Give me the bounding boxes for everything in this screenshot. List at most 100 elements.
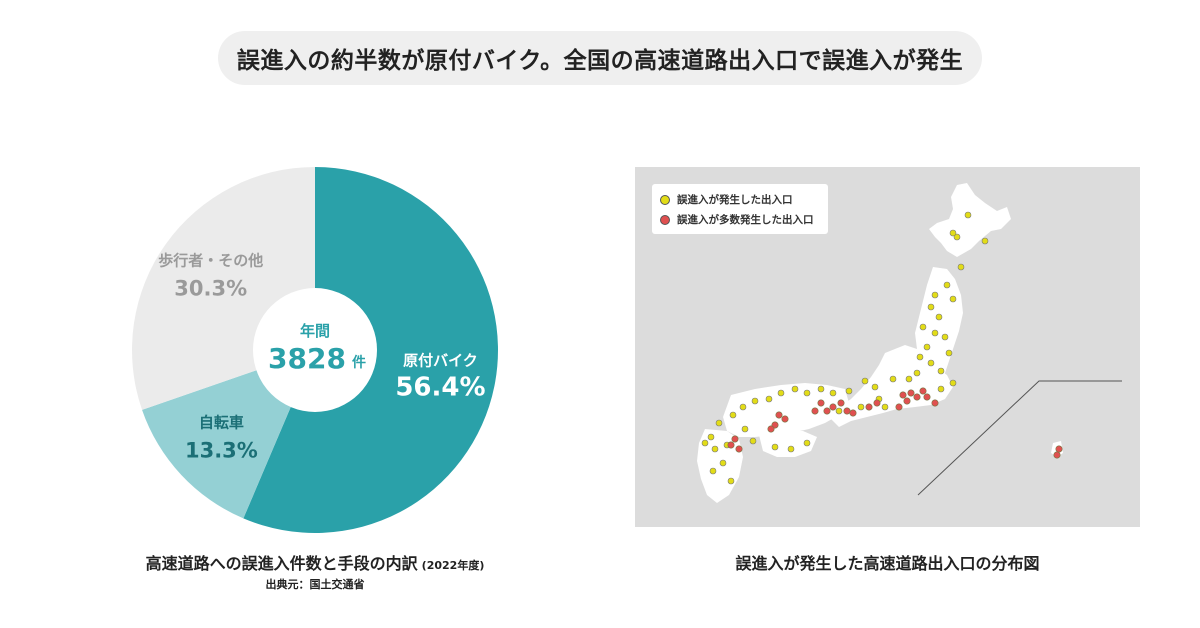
slice-name-label: 原付バイク bbox=[403, 352, 478, 370]
map-dot-yellow bbox=[949, 295, 957, 303]
map-dot-red bbox=[731, 435, 739, 443]
map-dot-red bbox=[931, 399, 939, 407]
map-dot-red bbox=[767, 425, 775, 433]
map-dot-yellow bbox=[771, 443, 779, 451]
map-caption: 誤進入が発生した高速道路出入口の分布図 bbox=[735, 554, 1040, 573]
honshu-west-shape bbox=[723, 383, 849, 437]
map-dot-red bbox=[843, 407, 851, 415]
map-dot-red bbox=[907, 389, 915, 397]
map-dot-red bbox=[913, 393, 921, 401]
headline: 誤進入の約半数が原付バイク。全国の高速道路出入口で誤進入が発生 bbox=[218, 31, 982, 85]
map-dot-yellow bbox=[857, 403, 865, 411]
map-dot-red bbox=[775, 411, 783, 419]
map-dot-red bbox=[727, 441, 735, 449]
center-label: 年間 bbox=[300, 322, 330, 340]
map-dot-yellow bbox=[931, 329, 939, 337]
map-dot-red bbox=[1053, 451, 1061, 459]
map-dot-yellow bbox=[701, 439, 709, 447]
map-dot-red bbox=[923, 393, 931, 401]
slice-name-label: 歩行者・その他 bbox=[158, 252, 263, 270]
map-dot-red bbox=[781, 415, 789, 423]
map-dot-yellow bbox=[881, 403, 889, 411]
map-dot-yellow bbox=[981, 237, 989, 245]
legend-item: 誤進入が発生した出入口 bbox=[660, 192, 793, 207]
map-dot-yellow bbox=[791, 385, 799, 393]
slice-name-label: 自転車 bbox=[199, 413, 244, 431]
map-dot-yellow bbox=[937, 367, 945, 375]
map-dot-yellow bbox=[916, 353, 924, 361]
map-dot-yellow bbox=[727, 477, 735, 485]
source-note: 出典元：国土交通省 bbox=[265, 578, 365, 591]
map-dot-yellow bbox=[927, 359, 935, 367]
legend-dot-red bbox=[660, 214, 670, 225]
map-dot-yellow bbox=[707, 433, 715, 441]
map-dot-yellow bbox=[949, 229, 957, 237]
map-dot-yellow bbox=[777, 389, 785, 397]
map-dot-yellow bbox=[923, 343, 931, 351]
map-dot-yellow bbox=[943, 281, 951, 289]
map-dot-red bbox=[735, 445, 743, 453]
map-dot-yellow bbox=[787, 445, 795, 453]
hokkaido-shape bbox=[929, 183, 1011, 257]
map-dot-yellow bbox=[949, 379, 957, 387]
map-dot-red bbox=[817, 399, 825, 407]
legend-dot-yellow bbox=[660, 194, 670, 205]
map-legend: 誤進入が発生した出入口 誤進入が多数発生した出入口 bbox=[652, 184, 828, 234]
center-value: 3828 bbox=[268, 342, 346, 375]
map-dot-red bbox=[903, 397, 911, 405]
map-dot-red bbox=[919, 387, 927, 395]
map-dot-yellow bbox=[739, 403, 747, 411]
legend-item: 誤進入が多数発生した出入口 bbox=[660, 212, 814, 227]
map-dot-yellow bbox=[871, 383, 879, 391]
map-dot-yellow bbox=[889, 375, 897, 383]
map-dot-yellow bbox=[927, 303, 935, 311]
legend-label: 誤進入が発生した出入口 bbox=[677, 194, 793, 206]
donut-chart: 原付バイク 56.4% 自転車 13.3% 歩行者・その他 30.3% 年間 3828 件 bbox=[132, 167, 498, 533]
map-dot-yellow bbox=[817, 385, 825, 393]
map-dot-yellow bbox=[749, 437, 757, 445]
slice-value-label: 56.4% bbox=[395, 373, 485, 403]
map-dot-yellow bbox=[953, 233, 961, 241]
map-dot-red bbox=[899, 391, 907, 399]
map-dot-yellow bbox=[751, 397, 759, 405]
slice-value-label: 30.3% bbox=[174, 277, 247, 301]
center-unit: 件 bbox=[352, 354, 366, 371]
donut-hole bbox=[253, 288, 377, 412]
map-dot-red bbox=[837, 399, 845, 407]
map-dot-yellow bbox=[941, 333, 949, 341]
map-dot-yellow bbox=[729, 411, 737, 419]
map-dot-red bbox=[823, 407, 831, 415]
map-divider-line bbox=[917, 380, 1122, 496]
map-dot-red bbox=[865, 403, 873, 411]
map-dot-yellow bbox=[741, 425, 749, 433]
left-caption: 高速道路への誤進入件数と手段の内訳 (2022年度) bbox=[100, 550, 530, 574]
map-dot-yellow bbox=[913, 369, 921, 377]
map-dot-yellow bbox=[803, 389, 811, 397]
map-dot-yellow bbox=[861, 377, 869, 385]
map-dot-yellow bbox=[945, 349, 953, 357]
map-dot-yellow bbox=[931, 291, 939, 299]
left-caption-title: 高速道路への誤進入件数と手段の内訳 bbox=[145, 554, 418, 573]
map-dot-yellow bbox=[709, 467, 717, 475]
map-dot-yellow bbox=[829, 389, 837, 397]
map-dot-yellow bbox=[845, 387, 853, 395]
map-dot-yellow bbox=[715, 419, 723, 427]
map-dot-yellow bbox=[765, 395, 773, 403]
map-dot-yellow bbox=[835, 407, 843, 415]
map-dot-yellow bbox=[803, 439, 811, 447]
map-dot-red bbox=[895, 403, 903, 411]
map-dot-yellow bbox=[935, 313, 943, 321]
map-dot-red bbox=[873, 399, 881, 407]
map-dot-yellow bbox=[719, 459, 727, 467]
map-dot-yellow bbox=[957, 263, 965, 271]
map-dot-yellow bbox=[711, 445, 719, 453]
map-dot-yellow bbox=[964, 211, 972, 219]
shikoku-shape bbox=[759, 431, 817, 457]
map-dot-yellow bbox=[919, 323, 927, 331]
map-graphic bbox=[697, 183, 1122, 503]
map-dot-red bbox=[849, 409, 857, 417]
map-dot-red bbox=[829, 403, 837, 411]
map-dot-yellow bbox=[905, 375, 913, 383]
legend-label: 誤進入が多数発生した出入口 bbox=[677, 214, 814, 226]
left-caption-year: (2022年度) bbox=[421, 559, 485, 572]
